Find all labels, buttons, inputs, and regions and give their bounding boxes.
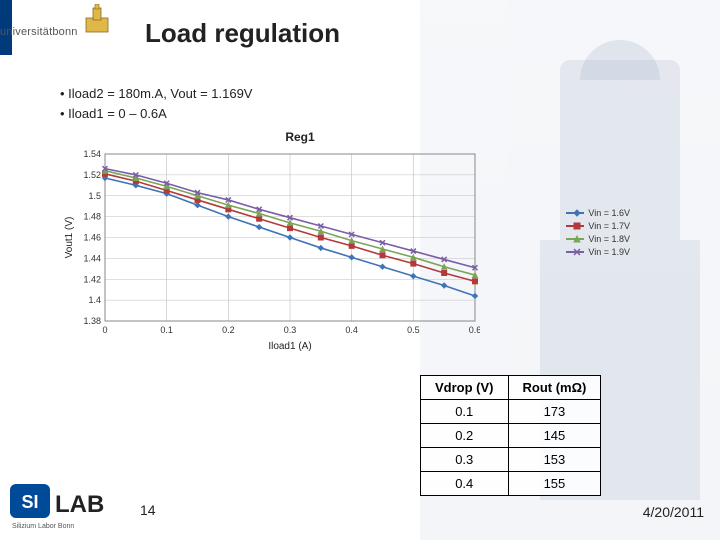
chart-region: Reg1 0 0.1 0.2 0.3 0.4 0.5 0.6 1.38 1.4 1.42 1.44 1… bbox=[60, 130, 540, 365]
bullet-1: Iload2 = 180m.A, Vout = 1.169V bbox=[60, 84, 252, 104]
table-cell: 173 bbox=[508, 400, 601, 424]
table-row: 0.2145 bbox=[421, 424, 601, 448]
slide-date: 4/20/2011 bbox=[643, 504, 704, 520]
svg-text:Vout1 (V): Vout1 (V) bbox=[64, 217, 75, 259]
col-rout: Rout (mΩ) bbox=[508, 376, 601, 400]
legend-label: Vin = 1.8V bbox=[588, 234, 630, 244]
svg-text:0.5: 0.5 bbox=[407, 325, 420, 335]
svg-text:1.5: 1.5 bbox=[88, 191, 101, 201]
col-vdrop: Vdrop (V) bbox=[421, 376, 509, 400]
line-chart: 0 0.1 0.2 0.3 0.4 0.5 0.6 1.38 1.4 1.42 1.44 1.46 1.… bbox=[60, 146, 480, 351]
svg-text:0: 0 bbox=[102, 325, 107, 335]
svg-text:0.2: 0.2 bbox=[222, 325, 235, 335]
table-cell: 155 bbox=[508, 472, 601, 496]
table-cell: 0.3 bbox=[421, 448, 509, 472]
svg-text:0.1: 0.1 bbox=[160, 325, 173, 335]
si-text: SI bbox=[21, 492, 38, 512]
legend-item: Vin = 1.8V bbox=[566, 234, 630, 244]
university-bonn-logo: universitätbonn bbox=[0, 0, 130, 55]
table-header-row: Vdrop (V) Rout (mΩ) bbox=[421, 376, 601, 400]
table-cell: 0.1 bbox=[421, 400, 509, 424]
svg-text:1.44: 1.44 bbox=[83, 253, 101, 263]
svg-text:1.48: 1.48 bbox=[83, 212, 101, 222]
table-cell: 0.4 bbox=[421, 472, 509, 496]
legend-item: Vin = 1.9V bbox=[566, 247, 630, 257]
slide-title: Load regulation bbox=[145, 18, 340, 49]
legend-item: Vin = 1.6V bbox=[566, 208, 630, 218]
svg-text:1.38: 1.38 bbox=[83, 316, 101, 326]
results-table: Vdrop (V) Rout (mΩ) 0.11730.21450.31530.… bbox=[420, 375, 601, 496]
svg-text:0.3: 0.3 bbox=[284, 325, 297, 335]
university-name: universitätbonn bbox=[0, 26, 78, 38]
chart-title: Reg1 bbox=[60, 130, 540, 144]
bullet-2: Iload1 = 0 – 0.6A bbox=[60, 104, 252, 124]
legend-label: Vin = 1.7V bbox=[588, 221, 630, 231]
castle-icon bbox=[82, 4, 112, 34]
svg-text:0.6: 0.6 bbox=[469, 325, 480, 335]
svg-text:1.52: 1.52 bbox=[83, 170, 101, 180]
table-cell: 0.2 bbox=[421, 424, 509, 448]
table-row: 0.3153 bbox=[421, 448, 601, 472]
legend-label: Vin = 1.9V bbox=[588, 247, 630, 257]
bullet-list: Iload2 = 180m.A, Vout = 1.169V Iload1 = … bbox=[60, 84, 252, 123]
chart-legend: Vin = 1.6V Vin = 1.7V Vin = 1.8V Vin = 1.9V bbox=[566, 208, 630, 260]
silab-logo: SI LAB Silizium Labor Bonn bbox=[10, 482, 130, 530]
svg-text:1.4: 1.4 bbox=[88, 295, 101, 305]
table-row: 0.4155 bbox=[421, 472, 601, 496]
legend-label: Vin = 1.6V bbox=[588, 208, 630, 218]
table-cell: 153 bbox=[508, 448, 601, 472]
svg-text:Iload1 (A): Iload1 (A) bbox=[268, 341, 311, 351]
page-number: 14 bbox=[140, 502, 156, 518]
svg-text:1.54: 1.54 bbox=[83, 149, 101, 159]
table-row: 0.1173 bbox=[421, 400, 601, 424]
table-cell: 145 bbox=[508, 424, 601, 448]
silab-subtext: Silizium Labor Bonn bbox=[12, 523, 74, 530]
svg-text:1.42: 1.42 bbox=[83, 274, 101, 284]
lab-text: LAB bbox=[55, 491, 104, 518]
svg-text:1.46: 1.46 bbox=[83, 233, 101, 243]
legend-item: Vin = 1.7V bbox=[566, 221, 630, 231]
svg-text:0.4: 0.4 bbox=[345, 325, 358, 335]
